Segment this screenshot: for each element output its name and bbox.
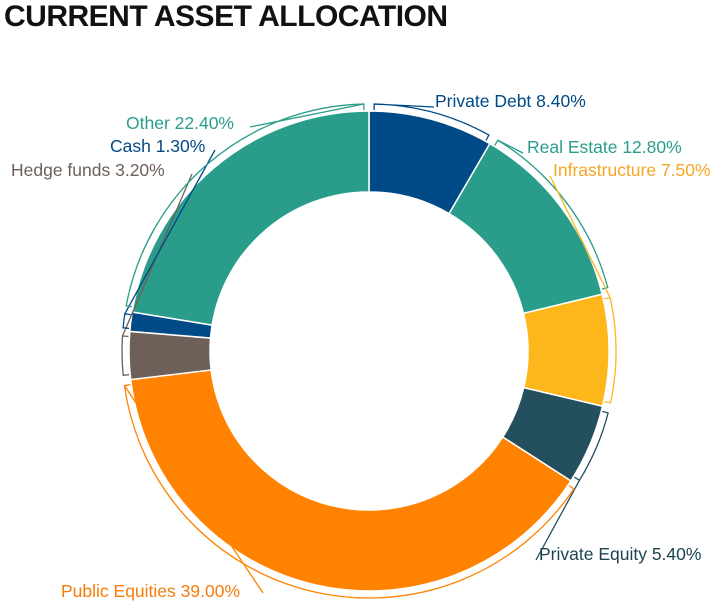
leader-line-real-estate [494, 139, 609, 290]
leader-line-private-debt [373, 103, 490, 141]
leader-line-private-equity [535, 410, 609, 561]
data-label-real-estate: Real Estate 12.80% [527, 137, 682, 157]
labels-group: Private Debt 8.40% Real Estate 12.80% Infr… [11, 91, 711, 601]
data-label-infrastructure: Infrastructure 7.50% [553, 160, 711, 180]
leader-line-public-equities [123, 384, 575, 599]
leaders-group [121, 103, 617, 599]
data-label-public-equities: Public Equities 39.00% [61, 581, 240, 601]
slice-other [131, 110, 370, 327]
slice-infrastructure [522, 293, 610, 408]
leader-line-infrastructure [549, 175, 617, 404]
data-label-private-debt: Private Debt 8.40% [435, 91, 586, 111]
data-label-private-equity: Private Equity 5.40% [539, 544, 701, 564]
leader-line-other [125, 103, 365, 308]
data-label-cash: Cash 1.30% [110, 136, 205, 156]
data-label-other: Other 22.40% [126, 113, 234, 133]
slices-group [128, 110, 610, 592]
data-label-hedge-funds: Hedge funds 3.20% [11, 160, 165, 180]
leader-line-cash [122, 149, 216, 330]
slice-public-equities [129, 369, 572, 592]
chart-title: CURRENT ASSET ALLOCATION [4, 0, 448, 33]
